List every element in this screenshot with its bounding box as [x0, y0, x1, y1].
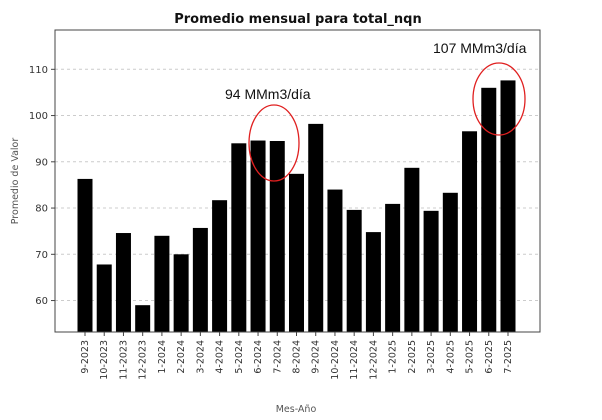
- bar-7-2025: [500, 80, 516, 332]
- x-tick-label: 1-2024: [157, 340, 168, 374]
- x-tick-label: 2-2025: [407, 340, 418, 374]
- x-tick-label: 12-2023: [138, 340, 149, 380]
- bar-10-2024: [327, 189, 343, 332]
- bar-11-2024: [346, 209, 362, 332]
- annotation-label: 107 MMm3/día: [433, 40, 527, 56]
- highlight-circle: [472, 62, 526, 136]
- plot-frame: [54, 29, 541, 333]
- bar-12-2024: [365, 232, 381, 332]
- bar-6-2025: [481, 87, 497, 332]
- x-tick-label: 3-2025: [426, 340, 437, 374]
- x-tick-label: 7-2024: [272, 340, 283, 374]
- x-tick-label: 6-2024: [253, 340, 264, 374]
- bar-9-2024: [308, 123, 324, 333]
- bar-9-2023: [77, 178, 93, 332]
- x-tick-label: 3-2024: [195, 340, 206, 374]
- bar-1-2025: [385, 203, 401, 332]
- y-tick-label: 110: [29, 65, 48, 76]
- x-tick-label: 1-2025: [388, 340, 399, 374]
- x-tick-label: 11-2024: [349, 340, 360, 380]
- y-tick-label: 100: [29, 111, 48, 122]
- x-tick-label: 6-2025: [484, 340, 495, 374]
- x-tick-label: 11-2023: [118, 340, 129, 380]
- x-tick-label: 5-2024: [234, 340, 245, 374]
- x-tick-label: 10-2024: [330, 340, 341, 380]
- bar-3-2025: [423, 210, 439, 332]
- y-tick-label: 60: [35, 296, 48, 307]
- y-tick-label: 90: [35, 157, 48, 168]
- chart-title: Promedio mensual para total_nqn: [174, 12, 422, 27]
- y-tick-label: 80: [35, 204, 48, 215]
- bar-8-2024: [289, 173, 304, 332]
- x-tick-label: 8-2024: [292, 340, 303, 374]
- y-axis-label: Promedio de Valor: [10, 138, 21, 225]
- y-tick-label: 70: [35, 250, 48, 261]
- bar-11-2023: [115, 233, 131, 332]
- bar-10-2023: [96, 264, 112, 332]
- x-tick-label: 9-2023: [80, 340, 91, 374]
- x-tick-label: 2-2024: [176, 340, 187, 374]
- bar-5-2024: [231, 143, 247, 332]
- bar-3-2024: [192, 227, 208, 332]
- x-tick-label: 5-2025: [465, 340, 476, 374]
- bar-7-2024: [269, 140, 285, 332]
- bar-12-2023: [135, 305, 151, 332]
- bar-4-2025: [442, 192, 458, 332]
- x-tick-label: 7-2025: [503, 340, 514, 374]
- x-axis-label: Mes-Año: [276, 404, 317, 415]
- x-tick-label: 12-2024: [368, 340, 379, 380]
- bar-6-2024: [250, 140, 266, 332]
- bar-2-2025: [404, 167, 420, 332]
- annotation-label: 94 MMm3/día: [225, 86, 311, 102]
- x-tick-label: 10-2023: [99, 340, 110, 380]
- bar-4-2024: [212, 200, 228, 332]
- bar-5-2025: [462, 131, 478, 332]
- x-tick-label: 4-2025: [445, 340, 456, 374]
- bar-2-2024: [173, 254, 189, 332]
- highlight-circle: [248, 104, 300, 182]
- bar-1-2024: [154, 235, 170, 332]
- x-tick-label: 9-2024: [311, 340, 322, 374]
- x-tick-label: 4-2024: [215, 340, 226, 374]
